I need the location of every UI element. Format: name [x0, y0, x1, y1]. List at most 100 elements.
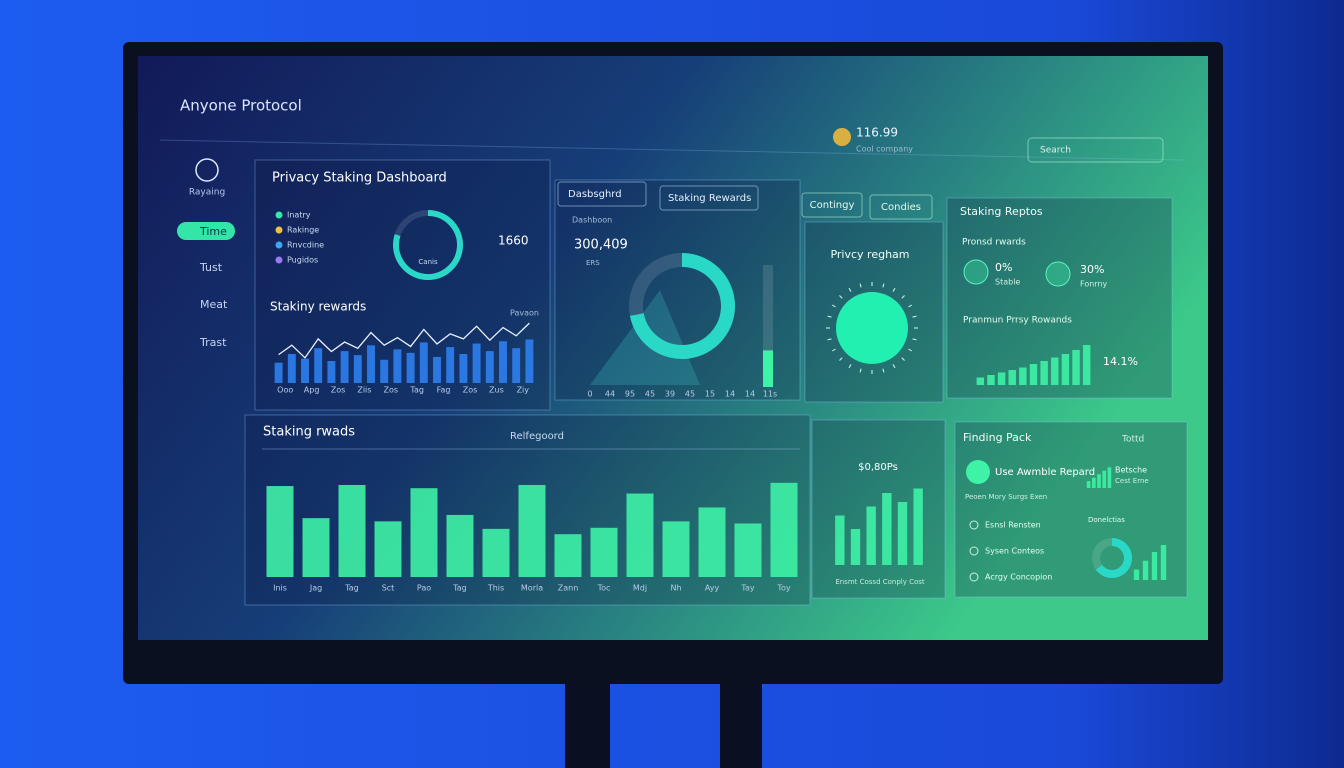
stat-label: Dashboon	[572, 216, 612, 225]
search-placeholder: Search	[1040, 146, 1071, 156]
brand: Anyone Protocol	[180, 97, 302, 115]
stat-sub: ERS	[586, 259, 600, 267]
bar	[626, 493, 654, 577]
bar	[367, 345, 375, 383]
x-tick-label: 0	[587, 390, 592, 399]
pack-panel	[954, 421, 1188, 598]
x-tick-label: 15	[705, 390, 715, 399]
bar	[770, 482, 798, 577]
gauge	[836, 292, 908, 364]
gauge-tick	[827, 315, 832, 318]
tab[interactable]	[869, 194, 933, 220]
bar	[1102, 470, 1107, 488]
x-tick-label: 44	[605, 390, 615, 399]
stand-post	[720, 680, 762, 768]
side-title: Betsche	[1115, 466, 1147, 475]
legend-dot	[275, 256, 283, 264]
bar	[698, 507, 726, 577]
x-tick-label: Fag	[437, 386, 451, 395]
bar	[446, 347, 455, 383]
coin-icon	[833, 128, 851, 146]
search-box[interactable]	[1027, 137, 1164, 163]
nav-label: Rayaing	[189, 188, 225, 198]
tab[interactable]	[659, 185, 759, 211]
gauge-tick	[859, 368, 862, 373]
bar	[301, 358, 309, 383]
nav-item: Meat	[200, 298, 228, 311]
stat-label: Fonrny	[1080, 280, 1108, 289]
bar	[380, 359, 389, 383]
x-tick-label: Toy	[776, 584, 790, 593]
reports-panel	[946, 197, 1173, 399]
progress-bar	[763, 350, 773, 387]
bar	[734, 523, 762, 577]
gauge-tick	[908, 304, 913, 308]
filter-label: Relfegoord	[510, 431, 564, 442]
x-tick-label: Zann	[558, 584, 579, 593]
legend-label: Pugidos	[287, 256, 318, 265]
x-tick-label: Tag	[344, 584, 359, 593]
ring-arc	[629, 253, 735, 359]
subtitle: Cool company	[856, 145, 913, 154]
bar	[525, 339, 534, 383]
bar	[1151, 552, 1158, 580]
bar	[1133, 569, 1140, 580]
x-tick-label: 45	[645, 390, 655, 399]
dropdown[interactable]	[557, 181, 647, 207]
bar	[340, 351, 349, 383]
x-tick-label: Zus	[489, 386, 504, 395]
bar	[897, 502, 908, 565]
stat-value: 1660	[498, 234, 529, 248]
panel-title: Finding Pack	[963, 431, 1032, 444]
panel-title: Privacy Staking Dashboard	[272, 171, 447, 186]
bar	[482, 528, 510, 577]
x-tick-label: 14	[725, 390, 735, 399]
tab[interactable]	[801, 192, 863, 218]
gauge-tick	[912, 338, 917, 341]
x-tick-label: Inis	[273, 584, 287, 593]
bar	[353, 355, 362, 383]
list-icon	[969, 572, 979, 582]
side-text: Cest Erne	[1115, 477, 1149, 485]
x-tick-label: 11s	[763, 390, 777, 399]
donut-arc	[1095, 538, 1132, 578]
gauge-tick	[901, 295, 905, 299]
bar	[406, 352, 415, 383]
bar	[997, 372, 1006, 385]
bar	[338, 484, 366, 577]
nav-active-pill[interactable]	[177, 222, 235, 240]
gauge-tick	[912, 315, 917, 318]
ring-arc	[393, 210, 463, 280]
list-item: Sysen Conteos	[985, 547, 1044, 556]
list-icon	[969, 520, 979, 530]
bar	[987, 375, 995, 385]
bar	[485, 351, 494, 383]
x-tick-label: Jag	[309, 584, 322, 593]
price: 116.99	[856, 126, 898, 140]
body-text: Peoen Mory Surgs Exen	[965, 493, 1047, 501]
bar	[314, 348, 323, 383]
gauge-tick	[831, 304, 836, 308]
bar	[1040, 361, 1048, 385]
bar	[913, 488, 923, 565]
headline: Use Awmble Repard	[995, 467, 1095, 478]
x-tick-label: Zos	[331, 386, 346, 395]
bar	[1061, 354, 1070, 385]
list-icon	[969, 546, 979, 556]
stat-icon	[1045, 261, 1071, 287]
x-tick-label: Zos	[463, 386, 478, 395]
bar	[1072, 350, 1080, 385]
bar	[374, 521, 402, 577]
gauge-tick	[882, 283, 885, 288]
bar	[393, 349, 402, 383]
nav-item: Time	[199, 225, 227, 238]
stat-label: Stable	[995, 278, 1020, 287]
bar	[274, 362, 283, 383]
x-tick-label: This	[487, 584, 504, 593]
bar	[410, 488, 438, 577]
bar	[433, 356, 441, 383]
panel-title: Staking Reptos	[960, 205, 1043, 218]
bar	[472, 343, 481, 383]
panel-title: Privcy regham	[830, 248, 909, 261]
